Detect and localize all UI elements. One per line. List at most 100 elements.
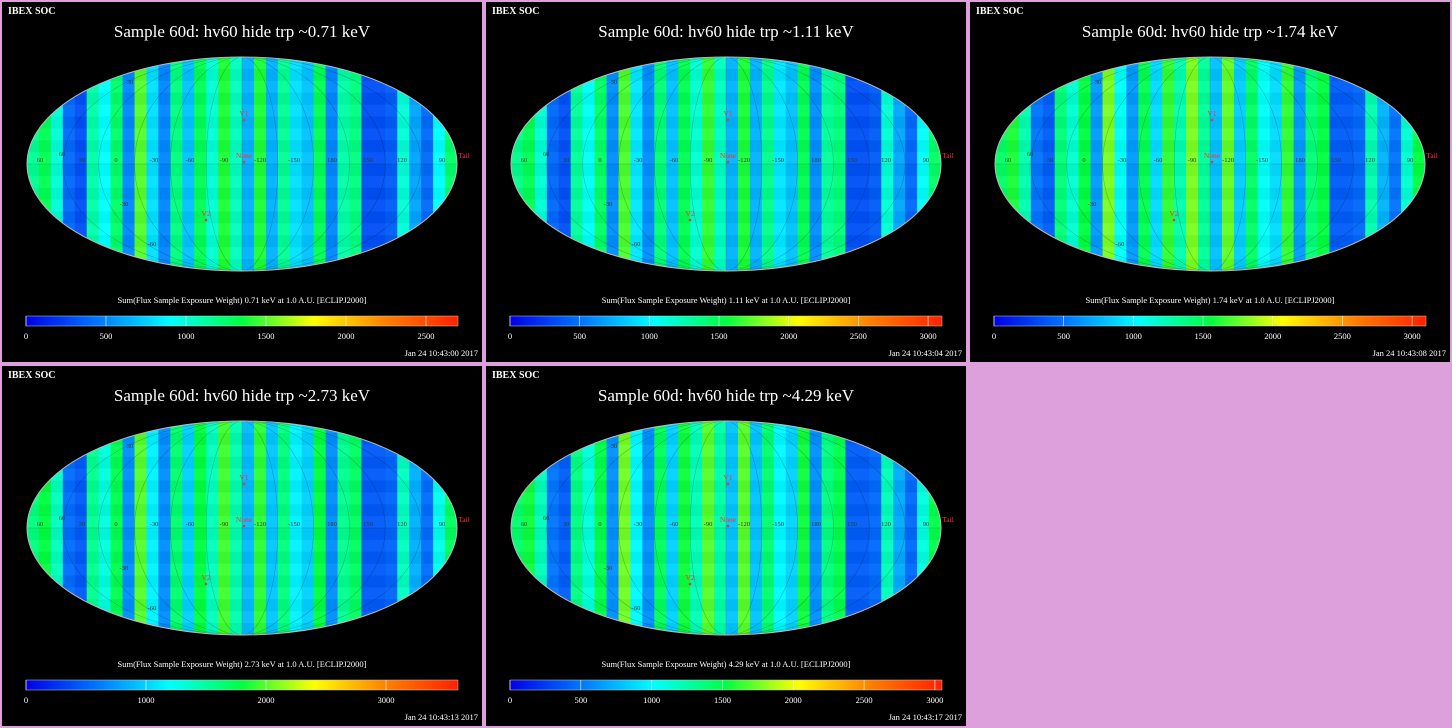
marker-dot (726, 160, 730, 164)
meridian-line (1030, 57, 1211, 271)
sky-map-panel: IBEX SOC Sample 60d: hv60 hide trp ~1.11 … (486, 2, 966, 362)
heatmap-row (27, 128, 457, 141)
longitude-label: 30 (563, 521, 570, 528)
heatmap-band (570, 421, 584, 635)
marker-label: V1 (239, 109, 248, 118)
heatmap-row (511, 259, 941, 271)
timestamp: Jan 24 10:43:04 2017 (888, 348, 962, 358)
heatmap-row (511, 68, 941, 81)
marker-label: V1 (723, 109, 732, 118)
heatmap-band (881, 57, 894, 271)
heatmap-band (170, 421, 183, 635)
longitude-label: -60 (1154, 157, 1163, 164)
heatmap-band (373, 421, 386, 635)
colorbar (509, 679, 943, 691)
colorbar-tick-label: 0 (24, 331, 28, 341)
heatmap-band (385, 421, 398, 635)
heatmap-band (349, 57, 363, 271)
heatmap-band (606, 57, 620, 271)
heatmap-row (995, 247, 1425, 260)
meridian-line (582, 421, 727, 635)
heatmap-row (27, 611, 457, 624)
heatmap-row (995, 68, 1425, 81)
heatmap-row (27, 551, 457, 564)
heatmap-row (995, 164, 1425, 176)
colorbar-tick-label: 0 (508, 695, 512, 705)
meridian-line (241, 57, 350, 271)
heatmap-row (27, 259, 457, 271)
heatmap-band (218, 421, 231, 635)
longitude-label: -60 (186, 521, 195, 528)
heatmap-row (511, 140, 941, 153)
colorbar (993, 315, 1427, 327)
heatmap-row (27, 235, 457, 248)
longitude-label: 0 (1082, 157, 1085, 164)
heatmap-band (833, 57, 847, 271)
colorbar-caption: Sum(Flux Sample Exposure Weight) 2.73 ke… (117, 659, 367, 669)
heatmap-band (618, 57, 632, 271)
map-outline (510, 56, 942, 272)
longitude-label: 60 (521, 521, 528, 528)
heatmap-band (182, 421, 195, 635)
heatmap-band (337, 57, 351, 271)
meridian-line (546, 57, 727, 271)
marker-label: Tail (1426, 151, 1438, 160)
marker-dot (726, 482, 730, 486)
heatmap-band (1030, 57, 1044, 271)
longitude-label: -90 (704, 521, 713, 528)
heatmap-row (511, 421, 941, 433)
heatmap-row (511, 492, 941, 505)
heatmap-band (206, 421, 219, 635)
longitude-label: 60 (37, 521, 44, 528)
heatmap-band (1341, 57, 1354, 271)
longitude-label: -90 (220, 157, 229, 164)
heatmap-row (995, 235, 1425, 248)
heatmap-row (995, 140, 1425, 153)
sky-map-svg: 60 30 0 -30 -60 -90 -120 -150 180 150 120 90 30 60 -30… (24, 420, 470, 705)
heatmap-band (265, 421, 279, 635)
marker-label: V1 (1207, 109, 1216, 118)
longitude-label: 0 (598, 157, 601, 164)
heatmap-band (1054, 57, 1068, 271)
colorbar-tick-label: 0 (24, 695, 28, 705)
heatmap-band (1174, 57, 1187, 271)
longitude-label: 90 (923, 157, 930, 164)
sky-map-svg: 60 30 0 -30 -60 -90 -120 -150 180 150 120 90 30 60 -30… (508, 420, 954, 705)
meridian-line (1102, 57, 1211, 271)
longitude-label: -60 (670, 157, 679, 164)
heatmap-band (702, 57, 715, 271)
meridian-line (725, 421, 870, 635)
colorbar-tick-label: 1500 (714, 695, 731, 705)
timestamp: Jan 24 10:43:00 2017 (404, 348, 478, 358)
heatmap-row (511, 116, 941, 129)
meridian-line (1209, 57, 1282, 271)
heatmap-row (27, 164, 457, 176)
heatmap-band (1293, 57, 1307, 271)
marker-dot (242, 482, 246, 486)
heatmap-row (27, 80, 457, 93)
colorbar-tick-label: 1500 (1195, 331, 1212, 341)
marker-dot (726, 118, 730, 122)
heatmap-row (511, 551, 941, 564)
colorbar-tick-label: 0 (992, 331, 996, 341)
meridian-line (689, 57, 727, 271)
heatmap-band (1138, 57, 1151, 271)
heatmap-band (146, 57, 159, 271)
heatmap-row (27, 104, 457, 117)
heatmap-band (110, 57, 124, 271)
longitude-label: 90 (923, 521, 930, 528)
heatmap-band (242, 57, 255, 271)
longitude-label: -60 (186, 157, 195, 164)
longitude-label: 120 (397, 521, 407, 528)
heatmap-row (27, 432, 457, 445)
sky-map-panel: IBEX SOC Sample 60d: hv60 hide trp ~1.74 … (970, 2, 1450, 362)
sky-map-svg: 60 30 0 -30 -60 -90 -120 -150 180 150 120 90 30 60 -30… (992, 56, 1438, 341)
meridian-line (241, 421, 422, 635)
heatmap-band (594, 421, 608, 635)
panel-title: Sample 60d: hv60 hide trp ~1.11 keV (598, 22, 854, 41)
heatmap-band (397, 57, 410, 271)
latitude-label: -60 (148, 605, 157, 612)
sky-map-svg: 60 30 0 -30 -60 -90 -120 -150 180 150 120 90 30 60 -30… (24, 56, 470, 341)
heatmap-band (594, 57, 608, 271)
heatmap-row (511, 516, 941, 528)
